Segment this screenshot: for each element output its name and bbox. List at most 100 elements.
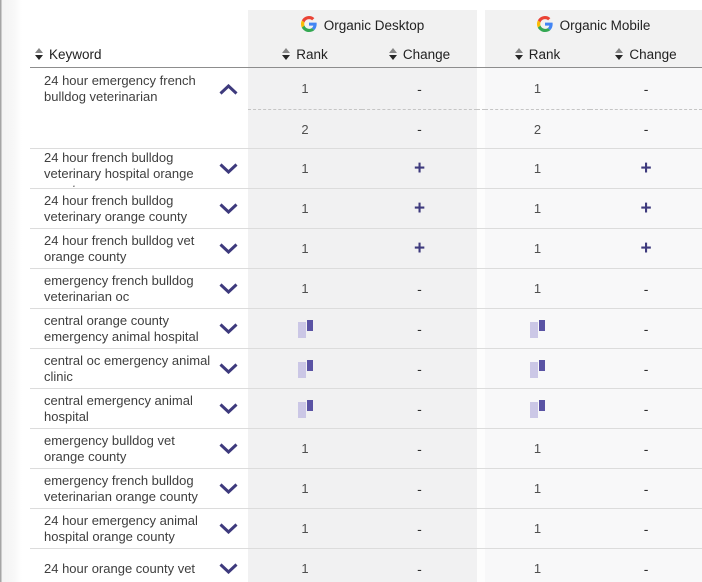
desktop-rank-cell: 1 <box>248 468 362 509</box>
keyword-cell: 24 hour emergency french bulldog veterin… <box>30 67 248 149</box>
desktop-change-cell: - <box>362 388 478 429</box>
sort-icon <box>35 48 43 60</box>
mobile-rank-header-label: Rank <box>528 46 561 62</box>
desktop-rank-cell <box>248 308 362 349</box>
table-row[interactable]: 24 hour emergency animal hospital orange… <box>30 508 702 549</box>
desktop-change-cell: + <box>362 148 478 189</box>
keyword-label: 24 hour french bulldog veterinary orange… <box>44 192 188 224</box>
mobile-change-cell: - <box>590 388 702 429</box>
mobile-change-column-header[interactable]: Change <box>590 41 702 68</box>
mobile-change-cell: + <box>590 228 702 269</box>
chevron-down-icon[interactable] <box>216 483 240 494</box>
organic-mobile-label: Organic Mobile <box>559 18 651 33</box>
chevron-down-icon[interactable] <box>216 163 240 174</box>
chevron-down-icon[interactable] <box>216 283 240 294</box>
table-row[interactable]: central oc emergency animal clinic - - <box>30 348 702 389</box>
keyword-cell: central orange county emergency animal h… <box>30 308 248 349</box>
chevron-down-icon[interactable] <box>216 203 240 214</box>
mobile-rank-cell: 1 <box>485 228 591 269</box>
chevron-down-icon[interactable] <box>216 563 240 574</box>
keyword-cell: 24 hour french bulldog vet orange county <box>30 228 248 269</box>
organic-desktop-label: Organic Desktop <box>323 18 425 33</box>
desktop-rank-cell: 1 <box>248 67 362 110</box>
chevron-up-icon[interactable] <box>216 84 240 95</box>
table-row[interactable]: 24 hour french bulldog veterinary hospit… <box>30 148 702 189</box>
keyword-label: emergency french bulldog veterinarian oc <box>44 272 194 304</box>
keyword-label: 24 hour emergency french bulldog veterin… <box>44 73 196 104</box>
mobile-rank-cell: 1 <box>485 548 591 582</box>
table-row[interactable]: 24 hour emergency french bulldog veterin… <box>30 67 702 149</box>
spacer-cell <box>477 228 486 269</box>
chevron-down-icon[interactable] <box>216 243 240 254</box>
keyword-cell: 24 hour french bulldog veterinary hospit… <box>30 148 248 189</box>
keyword-rankings-table-wrap: Organic Desktop Organic Mobile Keyword <box>30 10 702 582</box>
table-row[interactable]: central emergency animal hospital - - <box>30 388 702 429</box>
column-header-row: Keyword Rank Change <box>30 41 702 68</box>
mobile-change-cell: - <box>590 348 702 389</box>
table-row[interactable]: emergency bulldog vet orange county 1 - … <box>30 428 702 469</box>
chevron-down-icon[interactable] <box>216 403 240 414</box>
desktop-rank-cell: 1 <box>248 268 362 309</box>
mobile-rank-cell: 1 <box>485 428 591 469</box>
keyword-cell: 24 hour french bulldog veterinary orange… <box>30 188 248 229</box>
table-subrow[interactable]: 2 - 2 - <box>30 109 702 149</box>
desktop-rank-cell: 1 <box>248 428 362 469</box>
desktop-change-cell: - <box>362 428 478 469</box>
group-gap <box>477 10 486 41</box>
keyword-label: central orange county emergency animal h… <box>44 312 199 344</box>
google-icon <box>536 16 553 35</box>
chevron-down-icon[interactable] <box>216 363 240 374</box>
desktop-change-cell: - <box>362 67 478 110</box>
table-row[interactable]: emergency french bulldog veterinarian or… <box>30 468 702 509</box>
keyword-header-label: Keyword <box>49 46 102 62</box>
table-row[interactable]: 24 hour orange county vet 1 - 1 - <box>30 548 702 582</box>
desktop-rank-cell: 2 <box>248 109 362 149</box>
sort-icon <box>514 48 523 60</box>
rank-bars-icon <box>297 359 313 378</box>
keyword-label: 24 hour orange county vet <box>44 560 196 576</box>
desktop-change-column-header[interactable]: Change <box>362 41 478 68</box>
keyword-label: emergency french bulldog veterinarian or… <box>44 472 198 504</box>
rank-bars-icon <box>297 319 313 338</box>
table-row[interactable]: central orange county emergency animal h… <box>30 308 702 349</box>
keyword-column-header[interactable]: Keyword <box>30 41 248 68</box>
table-row[interactable]: emergency french bulldog veterinarian oc… <box>30 268 702 309</box>
group-gap <box>477 41 486 68</box>
mobile-rank-cell <box>485 308 591 349</box>
desktop-change-cell: - <box>362 508 478 549</box>
mobile-change-cell: - <box>590 548 702 582</box>
chevron-down-icon[interactable] <box>216 443 240 454</box>
desktop-change-cell: - <box>362 468 478 509</box>
mobile-change-cell: + <box>590 148 702 189</box>
table-row[interactable]: 24 hour french bulldog vet orange county… <box>30 228 702 269</box>
keyword-label: emergency bulldog vet orange county <box>44 432 175 464</box>
desktop-rank-column-header[interactable]: Rank <box>248 41 362 68</box>
keyword-cell: emergency french bulldog veterinarian oc <box>30 268 248 309</box>
keyword-rankings-table: Organic Desktop Organic Mobile Keyword <box>30 10 702 582</box>
spacer-cell <box>477 548 486 582</box>
chevron-down-icon[interactable] <box>216 523 240 534</box>
desktop-rank-cell <box>248 348 362 389</box>
desktop-rank-cell: 1 <box>248 548 362 582</box>
organic-desktop-group-header: Organic Desktop <box>248 10 478 41</box>
keyword-cell: 24 hour emergency animal hospital orange… <box>30 508 248 549</box>
chevron-down-icon[interactable] <box>216 323 240 334</box>
mobile-change-cell: + <box>590 188 702 229</box>
spacer-cell <box>477 428 486 469</box>
table-row[interactable]: 24 hour french bulldog veterinary orange… <box>30 188 702 229</box>
keyword-group-spacer <box>30 10 248 41</box>
keyword-cell: emergency bulldog vet orange county <box>30 428 248 469</box>
mobile-rank-cell: 1 <box>485 268 591 309</box>
mobile-change-cell: - <box>590 268 702 309</box>
mobile-rank-cell: 1 <box>485 468 591 509</box>
sort-icon <box>388 48 397 60</box>
spacer-cell <box>477 308 486 349</box>
mobile-rank-column-header[interactable]: Rank <box>485 41 591 68</box>
spacer-cell <box>477 148 486 189</box>
mobile-change-cell: - <box>590 109 702 149</box>
keyword-cell: emergency french bulldog veterinarian or… <box>30 468 248 509</box>
rank-bars-icon <box>530 399 546 418</box>
mobile-change-cell: - <box>590 508 702 549</box>
desktop-rank-cell <box>248 388 362 429</box>
